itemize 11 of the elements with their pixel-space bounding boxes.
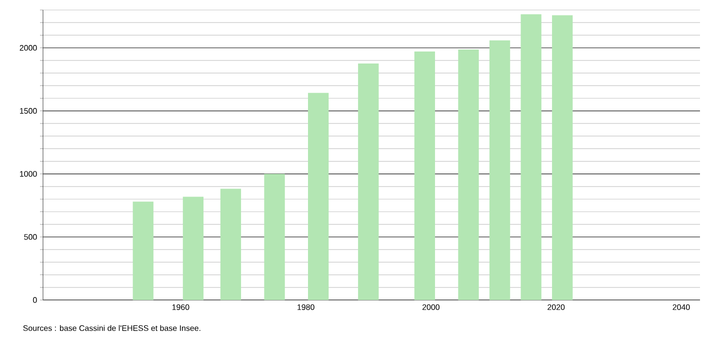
bar: [220, 188, 242, 300]
bar: [552, 15, 573, 300]
bar: [132, 202, 154, 300]
bar: [308, 92, 329, 300]
bar: [458, 49, 479, 300]
bar: [414, 51, 436, 300]
bar: [182, 196, 204, 300]
bar: [358, 63, 379, 300]
bar: [264, 174, 285, 300]
bar: [520, 14, 542, 300]
bar: [489, 40, 510, 300]
